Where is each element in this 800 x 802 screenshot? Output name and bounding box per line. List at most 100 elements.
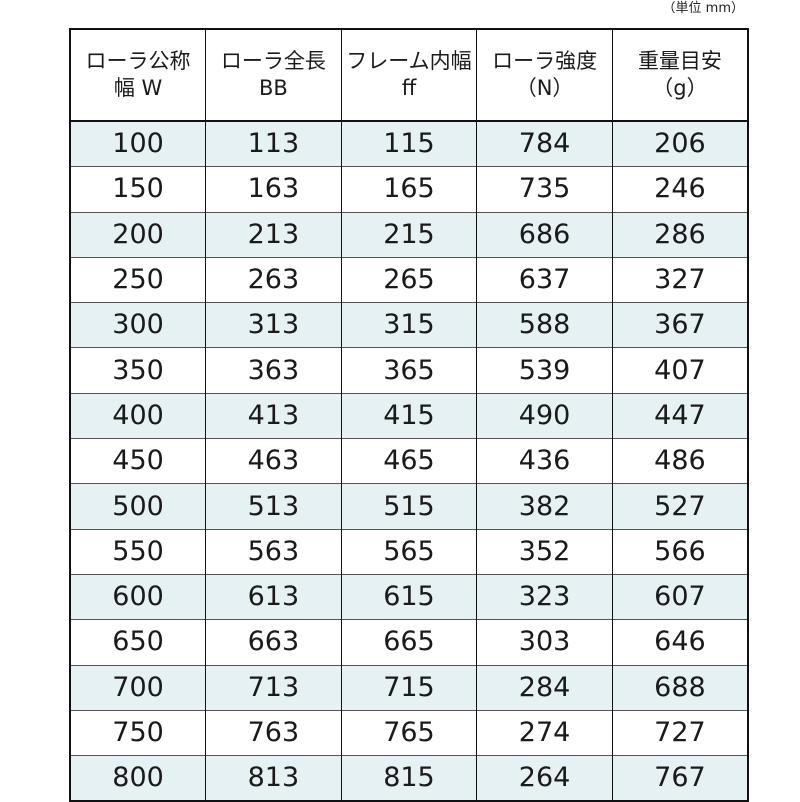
cell-nominal-width: 450 bbox=[69, 438, 207, 484]
cell-nominal-width: 600 bbox=[69, 573, 207, 620]
cell-roller-length: 263 bbox=[205, 256, 342, 303]
header-roller-strength: ローラ強度 （N） bbox=[476, 29, 613, 122]
cell-weight-estimate: 566 bbox=[611, 528, 749, 575]
cell-nominal-width: 250 bbox=[69, 256, 207, 303]
header-line: （g） bbox=[652, 76, 708, 100]
cell-roller-length: 663 bbox=[205, 619, 342, 666]
table-row: 300 313 315 588 367 bbox=[69, 302, 749, 348]
cell-roller-length: 513 bbox=[205, 483, 342, 530]
table-row: 450 463 465 436 486 bbox=[69, 438, 749, 484]
cell-roller-strength: 352 bbox=[476, 528, 613, 575]
header-line: 重量目安 bbox=[637, 49, 722, 73]
header-line: BB bbox=[258, 76, 288, 100]
table-row: 750 763 765 274 727 bbox=[69, 709, 749, 756]
cell-nominal-width: 700 bbox=[69, 664, 207, 711]
cell-weight-estimate: 246 bbox=[611, 166, 749, 213]
cell-frame-inner-width: 315 bbox=[340, 302, 478, 348]
cell-weight-estimate: 527 bbox=[611, 483, 749, 530]
cell-nominal-width: 150 bbox=[69, 166, 207, 213]
table-row: 250 263 265 637 327 bbox=[69, 256, 749, 303]
cell-frame-inner-width: 415 bbox=[340, 392, 478, 439]
cell-frame-inner-width: 365 bbox=[340, 347, 478, 394]
cell-nominal-width: 500 bbox=[69, 483, 207, 530]
table-row: 350 363 365 539 407 bbox=[69, 347, 749, 394]
cell-weight-estimate: 367 bbox=[611, 302, 749, 348]
header-nominal-width: ローラ公称 幅 W bbox=[69, 29, 207, 122]
cell-roller-length: 363 bbox=[205, 347, 342, 394]
cell-roller-length: 813 bbox=[205, 755, 342, 802]
cell-roller-strength: 284 bbox=[476, 664, 613, 711]
cell-roller-strength: 436 bbox=[476, 438, 613, 484]
table-header: ローラ公称 幅 W ローラ全長 BB フレーム内幅 ff ローラ強度 （N） 重… bbox=[69, 29, 749, 122]
table-row: 500 513 515 382 527 bbox=[69, 483, 749, 530]
cell-frame-inner-width: 215 bbox=[340, 211, 478, 258]
cell-frame-inner-width: 165 bbox=[340, 166, 478, 213]
cell-roller-length: 713 bbox=[205, 664, 342, 711]
table-body: 100 113 115 784 206 150 163 165 735 246 200 213 215 6… bbox=[69, 121, 749, 802]
cell-frame-inner-width: 115 bbox=[340, 121, 478, 167]
cell-roller-length: 313 bbox=[205, 302, 342, 348]
cell-roller-strength: 588 bbox=[476, 302, 613, 348]
cell-nominal-width: 100 bbox=[69, 121, 207, 167]
table-row: 800 813 815 264 767 bbox=[69, 755, 749, 802]
header-row: ローラ公称 幅 W ローラ全長 BB フレーム内幅 ff ローラ強度 （N） 重… bbox=[69, 29, 749, 122]
table-row: 700 713 715 284 688 bbox=[69, 664, 749, 711]
cell-nominal-width: 400 bbox=[69, 392, 207, 439]
cell-weight-estimate: 407 bbox=[611, 347, 749, 394]
header-line: （N） bbox=[515, 76, 574, 100]
cell-roller-length: 213 bbox=[205, 211, 342, 258]
cell-roller-length: 763 bbox=[205, 709, 342, 756]
cell-roller-strength: 490 bbox=[476, 392, 613, 439]
unit-note: （単位 mm） bbox=[662, 1, 744, 16]
cell-nominal-width: 800 bbox=[69, 755, 207, 802]
cell-weight-estimate: 327 bbox=[611, 256, 749, 303]
cell-frame-inner-width: 615 bbox=[340, 573, 478, 620]
cell-nominal-width: 550 bbox=[69, 528, 207, 575]
cell-nominal-width: 750 bbox=[69, 709, 207, 756]
cell-roller-length: 413 bbox=[205, 392, 342, 439]
cell-frame-inner-width: 715 bbox=[340, 664, 478, 711]
header-line: 幅 W bbox=[113, 76, 163, 100]
table-row: 150 163 165 735 246 bbox=[69, 166, 749, 213]
cell-roller-length: 163 bbox=[205, 166, 342, 213]
cell-roller-strength: 637 bbox=[476, 256, 613, 303]
cell-roller-strength: 735 bbox=[476, 166, 613, 213]
table-row: 400 413 415 490 447 bbox=[69, 392, 749, 439]
cell-weight-estimate: 607 bbox=[611, 573, 749, 620]
cell-frame-inner-width: 565 bbox=[340, 528, 478, 575]
header-roller-length: ローラ全長 BB bbox=[205, 29, 342, 122]
cell-weight-estimate: 206 bbox=[611, 121, 749, 167]
cell-frame-inner-width: 465 bbox=[340, 438, 478, 484]
table-row: 550 563 565 352 566 bbox=[69, 528, 749, 575]
table-row: 200 213 215 686 286 bbox=[69, 211, 749, 258]
cell-frame-inner-width: 665 bbox=[340, 619, 478, 666]
header-line: ローラ公称 bbox=[85, 49, 191, 73]
header-line: ff bbox=[401, 76, 417, 100]
cell-nominal-width: 650 bbox=[69, 619, 207, 666]
cell-weight-estimate: 447 bbox=[611, 392, 749, 439]
roller-spec-table: ローラ公称 幅 W ローラ全長 BB フレーム内幅 ff ローラ強度 （N） 重… bbox=[69, 28, 749, 802]
cell-weight-estimate: 727 bbox=[611, 709, 749, 756]
table-row: 650 663 665 303 646 bbox=[69, 619, 749, 666]
cell-roller-strength: 274 bbox=[476, 709, 613, 756]
cell-frame-inner-width: 515 bbox=[340, 483, 478, 530]
header-line: ローラ全長 bbox=[220, 49, 326, 73]
cell-weight-estimate: 688 bbox=[611, 664, 749, 711]
cell-weight-estimate: 486 bbox=[611, 438, 749, 484]
header-weight-estimate: 重量目安 （g） bbox=[611, 29, 749, 122]
cell-nominal-width: 200 bbox=[69, 211, 207, 258]
cell-roller-strength: 784 bbox=[476, 121, 613, 167]
cell-nominal-width: 350 bbox=[69, 347, 207, 394]
cell-roller-length: 463 bbox=[205, 438, 342, 484]
cell-roller-length: 563 bbox=[205, 528, 342, 575]
cell-nominal-width: 300 bbox=[69, 302, 207, 348]
cell-weight-estimate: 767 bbox=[611, 755, 749, 802]
cell-roller-strength: 686 bbox=[476, 211, 613, 258]
cell-roller-length: 613 bbox=[205, 573, 342, 620]
cell-frame-inner-width: 815 bbox=[340, 755, 478, 802]
cell-roller-strength: 303 bbox=[476, 619, 613, 666]
cell-frame-inner-width: 265 bbox=[340, 256, 478, 303]
cell-roller-strength: 539 bbox=[476, 347, 613, 394]
table-row: 600 613 615 323 607 bbox=[69, 573, 749, 620]
table-row: 100 113 115 784 206 bbox=[69, 121, 749, 167]
